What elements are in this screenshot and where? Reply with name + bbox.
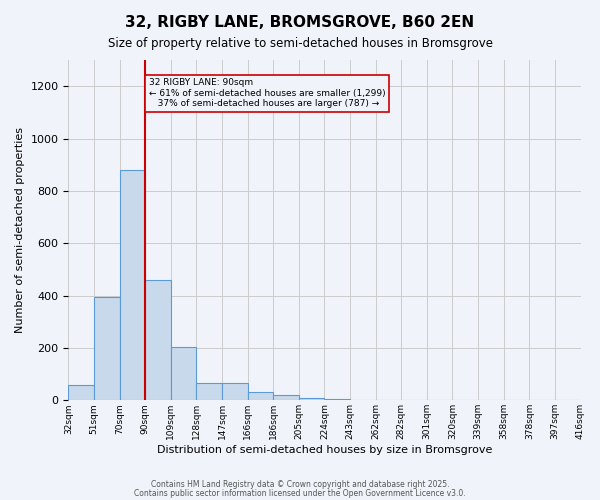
Bar	[325, 399, 350, 400]
Bar	[299, 398, 325, 400]
Bar	[145, 280, 171, 400]
Text: Contains public sector information licensed under the Open Government Licence v3: Contains public sector information licen…	[134, 488, 466, 498]
Bar	[196, 384, 222, 400]
Bar	[222, 384, 248, 400]
Bar	[273, 395, 299, 400]
Bar	[94, 297, 119, 401]
Bar	[171, 346, 196, 401]
Bar	[119, 170, 145, 400]
Text: 32, RIGBY LANE, BROMSGROVE, B60 2EN: 32, RIGBY LANE, BROMSGROVE, B60 2EN	[125, 15, 475, 30]
Bar	[68, 384, 94, 400]
Bar	[248, 392, 273, 400]
Text: Size of property relative to semi-detached houses in Bromsgrove: Size of property relative to semi-detach…	[107, 38, 493, 51]
Text: 32 RIGBY LANE: 90sqm
← 61% of semi-detached houses are smaller (1,299)
   37% of: 32 RIGBY LANE: 90sqm ← 61% of semi-detac…	[149, 78, 386, 108]
Text: Contains HM Land Registry data © Crown copyright and database right 2025.: Contains HM Land Registry data © Crown c…	[151, 480, 449, 489]
Y-axis label: Number of semi-detached properties: Number of semi-detached properties	[15, 127, 25, 333]
X-axis label: Distribution of semi-detached houses by size in Bromsgrove: Distribution of semi-detached houses by …	[157, 445, 492, 455]
